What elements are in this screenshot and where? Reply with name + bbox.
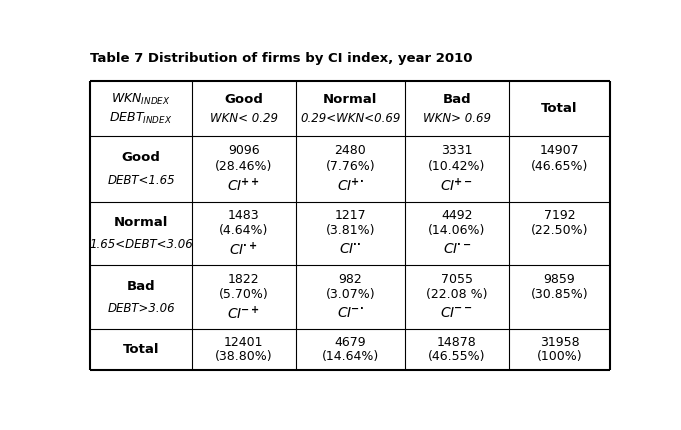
- Text: 0.29<WKN<0.69: 0.29<WKN<0.69: [300, 112, 400, 125]
- Text: 4679: 4679: [334, 335, 366, 349]
- Text: (46.65%): (46.65%): [531, 160, 588, 173]
- Text: $\mathit{DEBT}_{INDEX}$: $\mathit{DEBT}_{INDEX}$: [110, 111, 173, 126]
- Text: DEBT>3.06: DEBT>3.06: [108, 301, 175, 315]
- Text: $\boldsymbol{\mathit{CI}}^{\boldsymbol{·−}}$: $\boldsymbol{\mathit{CI}}^{\boldsymbol{·…: [443, 242, 471, 257]
- Text: 14878: 14878: [437, 335, 477, 349]
- Text: 982: 982: [338, 273, 362, 286]
- Text: (7.76%): (7.76%): [326, 160, 375, 173]
- Text: Normal: Normal: [114, 216, 168, 229]
- Text: (4.64%): (4.64%): [219, 224, 268, 237]
- Text: 3331: 3331: [441, 144, 473, 157]
- Text: WKN< 0.29: WKN< 0.29: [210, 112, 278, 125]
- Text: (46.55%): (46.55%): [428, 350, 486, 363]
- Text: 7192: 7192: [543, 209, 575, 222]
- Text: DEBT<1.65: DEBT<1.65: [108, 174, 175, 187]
- Text: (100%): (100%): [537, 350, 582, 363]
- Text: 14907: 14907: [540, 144, 580, 157]
- Text: $\boldsymbol{\mathit{CI}}^{\boldsymbol{− −}}$: $\boldsymbol{\mathit{CI}}^{\boldsymbol{−…: [441, 306, 473, 320]
- Text: Total: Total: [123, 343, 159, 356]
- Text: (10.42%): (10.42%): [428, 160, 486, 173]
- Text: $\boldsymbol{\mathit{CI}}^{\boldsymbol{− +}}$: $\boldsymbol{\mathit{CI}}^{\boldsymbol{−…: [227, 304, 260, 322]
- Text: $\boldsymbol{\mathit{CI}}^{\boldsymbol{·+}}$: $\boldsymbol{\mathit{CI}}^{\boldsymbol{·…: [229, 241, 258, 258]
- Text: Normal: Normal: [323, 93, 377, 106]
- Text: 1822: 1822: [228, 273, 259, 286]
- Text: 1483: 1483: [228, 209, 259, 222]
- Text: (3.07%): (3.07%): [326, 288, 375, 301]
- Text: 9859: 9859: [543, 273, 575, 286]
- Text: $\boldsymbol{\mathit{CI}}^{\boldsymbol{+·}}$: $\boldsymbol{\mathit{CI}}^{\boldsymbol{+…: [337, 177, 364, 194]
- Text: Total: Total: [541, 102, 577, 115]
- Text: (22.08 %): (22.08 %): [426, 288, 488, 301]
- Text: Good: Good: [224, 93, 263, 106]
- Text: Bad: Bad: [443, 93, 471, 106]
- Text: 1.65<DEBT<3.06: 1.65<DEBT<3.06: [89, 238, 193, 251]
- Text: 12401: 12401: [224, 335, 264, 349]
- Text: (3.81%): (3.81%): [326, 224, 375, 237]
- Text: $\mathit{WKN}_{INDEX}$: $\mathit{WKN}_{INDEX}$: [112, 92, 171, 107]
- Text: 2480: 2480: [334, 144, 366, 157]
- Text: (5.70%): (5.70%): [219, 288, 268, 301]
- Text: (14.64%): (14.64%): [321, 350, 379, 363]
- Text: 7055: 7055: [441, 273, 473, 286]
- Text: WKN> 0.69: WKN> 0.69: [423, 112, 491, 125]
- Text: (14.06%): (14.06%): [428, 224, 486, 237]
- Text: 9096: 9096: [228, 144, 259, 157]
- Text: $\boldsymbol{\mathit{CI}}^{\boldsymbol{++}}$: $\boldsymbol{\mathit{CI}}^{\boldsymbol{+…: [227, 177, 260, 194]
- Text: (30.85%): (30.85%): [530, 288, 588, 301]
- Text: Table 7 Distribution of firms by CI index, year 2010: Table 7 Distribution of firms by CI inde…: [91, 52, 473, 65]
- Text: (22.50%): (22.50%): [530, 224, 588, 237]
- Text: 4492: 4492: [441, 209, 473, 222]
- Text: $\boldsymbol{\mathit{CI}}^{\boldsymbol{+ −}}$: $\boldsymbol{\mathit{CI}}^{\boldsymbol{+…: [441, 177, 473, 194]
- Text: $\boldsymbol{\mathit{CI}}^{\boldsymbol{−·}}$: $\boldsymbol{\mathit{CI}}^{\boldsymbol{−…: [337, 306, 364, 320]
- Text: (38.80%): (38.80%): [215, 350, 272, 363]
- Text: Bad: Bad: [127, 280, 155, 293]
- Text: 31958: 31958: [540, 335, 580, 349]
- Text: $\boldsymbol{\mathit{CI}}^{\boldsymbol{··}}$: $\boldsymbol{\mathit{CI}}^{\boldsymbol{·…: [339, 242, 362, 257]
- Text: 1217: 1217: [334, 209, 366, 222]
- Text: (28.46%): (28.46%): [215, 160, 272, 173]
- Text: Good: Good: [122, 151, 161, 164]
